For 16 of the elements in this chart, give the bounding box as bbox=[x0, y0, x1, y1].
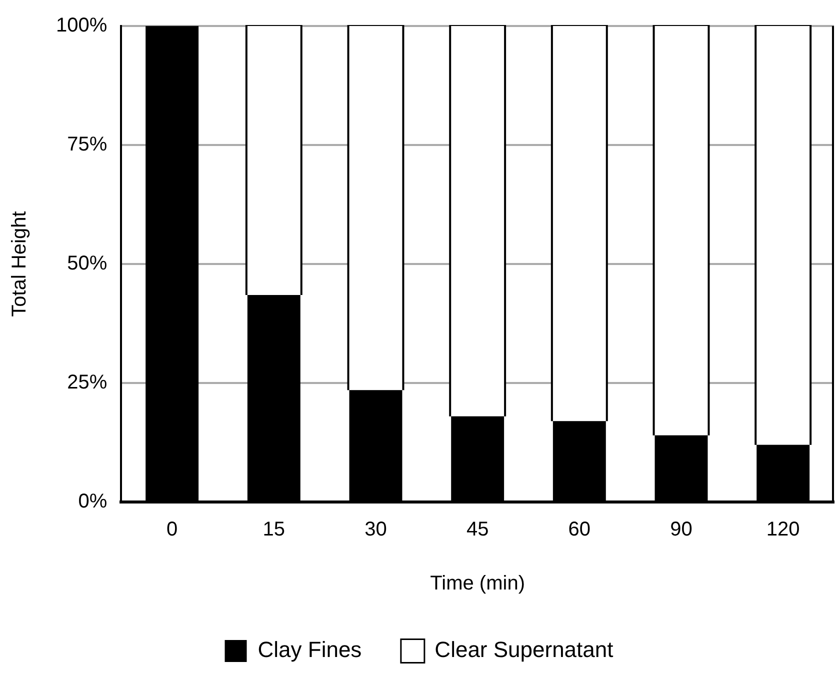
x-tick-label: 120 bbox=[766, 518, 800, 541]
x-tick-label: 60 bbox=[568, 518, 591, 541]
y-tick-label: 0% bbox=[78, 490, 108, 513]
y-axis-title: Total Height bbox=[8, 210, 31, 317]
x-tick-label: 30 bbox=[364, 518, 387, 541]
legend-label: Clay Fines bbox=[258, 637, 362, 662]
x-tick-label: 0 bbox=[166, 518, 178, 541]
y-tick-label: 75% bbox=[67, 134, 108, 156]
y-tick-label: 25% bbox=[67, 372, 108, 394]
x-axis-title: Time (min) bbox=[430, 572, 525, 595]
legend-label: Clear Supernatant bbox=[434, 637, 614, 662]
y-tick-label: 50% bbox=[67, 252, 108, 275]
x-tick-label: 90 bbox=[670, 518, 692, 541]
x-tick-label: 15 bbox=[262, 518, 286, 541]
y-tick-label: 100% bbox=[56, 14, 108, 37]
x-tick-label: 45 bbox=[466, 518, 489, 541]
